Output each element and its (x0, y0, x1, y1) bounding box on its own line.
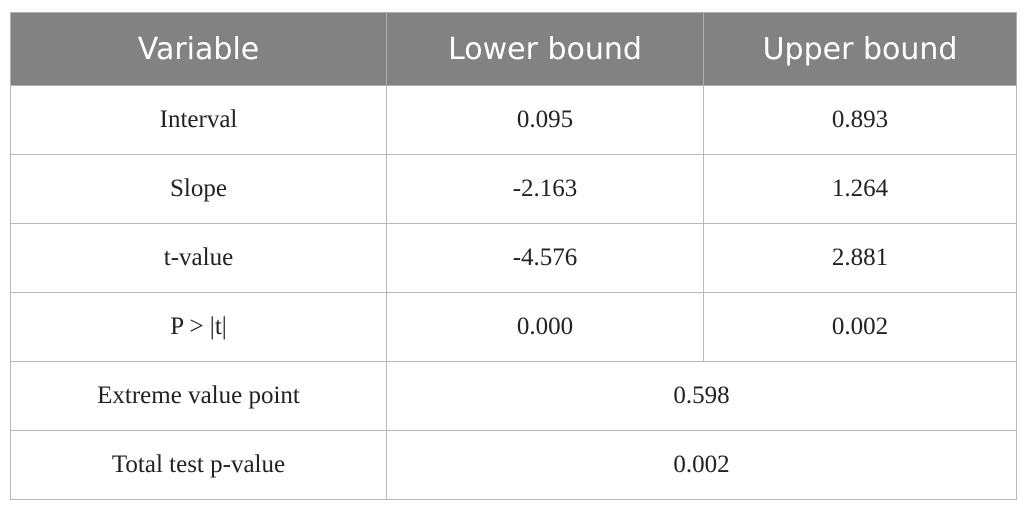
table-row: P > |t| 0.000 0.002 (10, 292, 1017, 362)
table-row: Total test p-value 0.002 (10, 430, 1017, 500)
value-cell: 1.264 (703, 154, 1017, 224)
table-row: t-value -4.576 2.881 (10, 223, 1017, 293)
header-cell: Upper bound (703, 12, 1017, 86)
row-label: Total test p-value (10, 430, 387, 500)
results-table: Variable Lower bound Upper bound Interva… (10, 12, 1017, 500)
value-cell: 0.000 (386, 292, 704, 362)
table-row: Slope -2.163 1.264 (10, 154, 1017, 224)
row-label: P > |t| (10, 292, 387, 362)
table-row: Interval 0.095 0.893 (10, 85, 1017, 155)
row-label: t-value (10, 223, 387, 293)
value-cell: -2.163 (386, 154, 704, 224)
value-cell: 2.881 (703, 223, 1017, 293)
value-cell: 0.598 (386, 361, 1017, 431)
value-cell: 0.002 (386, 430, 1017, 500)
value-cell: 0.002 (703, 292, 1017, 362)
value-cell: -4.576 (386, 223, 704, 293)
header-cell: Lower bound (386, 12, 704, 86)
row-label: Extreme value point (10, 361, 387, 431)
row-label: Interval (10, 85, 387, 155)
table-body: Interval 0.095 0.893 Slope -2.163 1.264 t-valu… (10, 85, 1017, 500)
value-cell: 0.095 (386, 85, 704, 155)
header-cell: Variable (10, 12, 387, 86)
table-row: Extreme value point 0.598 (10, 361, 1017, 431)
value-cell: 0.893 (703, 85, 1017, 155)
row-label: Slope (10, 154, 387, 224)
header-row: Variable Lower bound Upper bound (10, 12, 1017, 86)
